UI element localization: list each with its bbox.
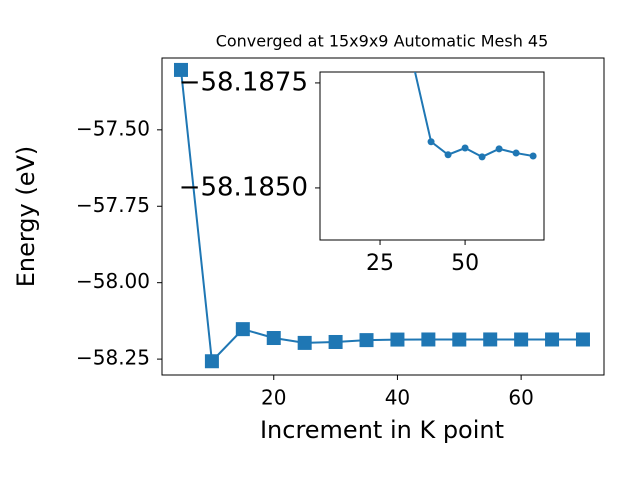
marker <box>328 334 343 349</box>
marker <box>266 331 281 346</box>
axes-frame <box>319 71 545 241</box>
marker <box>495 145 503 153</box>
x-tick-label: 40 <box>385 386 410 410</box>
marker <box>427 138 435 146</box>
y-tick-label: −58.1875 <box>179 67 308 97</box>
marker <box>204 354 219 369</box>
marker <box>461 144 469 152</box>
marker <box>529 152 537 160</box>
y-tick-label: −57.50 <box>76 116 150 140</box>
x-tick-label: 25 <box>366 251 394 276</box>
x-tick-label: 50 <box>451 251 479 276</box>
y-tick-label: −57.75 <box>76 193 150 217</box>
x-tick-label: 20 <box>261 386 286 410</box>
marker <box>545 332 560 347</box>
marker <box>444 151 452 159</box>
y-tick-label: −58.25 <box>76 346 150 370</box>
marker <box>452 332 467 347</box>
plot-area <box>173 62 590 369</box>
marker <box>512 149 520 157</box>
marker <box>297 335 312 350</box>
plot-area <box>413 72 537 161</box>
marker <box>575 332 590 347</box>
marker <box>421 332 436 347</box>
marker <box>514 332 529 347</box>
x-tick-label: 60 <box>508 386 533 410</box>
marker <box>478 153 486 161</box>
marker <box>359 333 374 348</box>
x-axis-label: Increment in K point <box>260 416 504 444</box>
y-tick-label: −58.1850 <box>179 172 308 202</box>
marker <box>390 332 405 347</box>
axes-frame <box>161 57 605 376</box>
chart-title: Converged at 15x9x9 Automatic Mesh 45 <box>216 32 549 51</box>
y-tick-label: −58.00 <box>76 269 150 293</box>
marker <box>483 332 498 347</box>
marker <box>235 322 250 337</box>
y-axis-label: Energy (eV) <box>12 146 40 288</box>
marker <box>173 62 188 77</box>
